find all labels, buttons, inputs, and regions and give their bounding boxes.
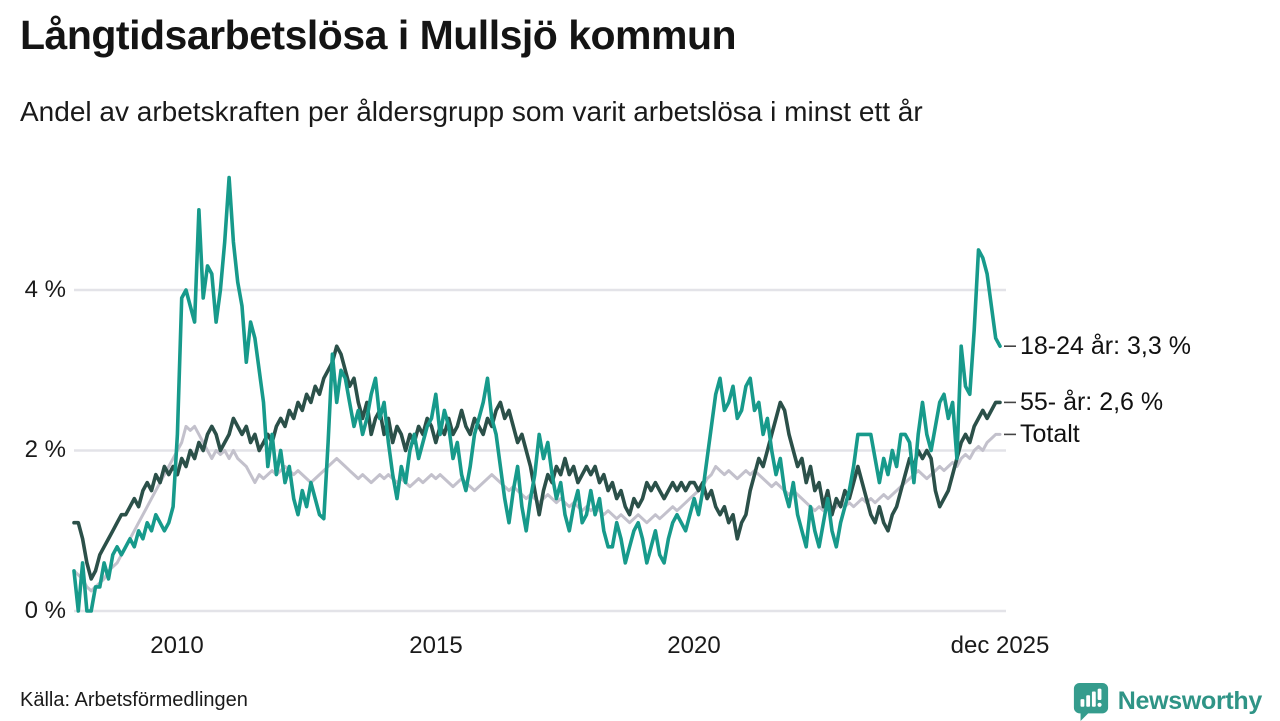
x-axis-tick-2010: 2010 xyxy=(150,632,204,659)
logo-bar-small xyxy=(1080,699,1085,707)
y-axis-tick-4: 4 % xyxy=(24,276,66,303)
source-note: Källa: Arbetsförmedlingen xyxy=(20,689,248,711)
logo-bar-medium xyxy=(1085,695,1090,707)
logo-exclamation-stem xyxy=(1097,688,1102,701)
logo-bar-large xyxy=(1091,691,1096,707)
series-line-totalt xyxy=(72,424,1002,593)
x-axis-tick-2020: 2020 xyxy=(667,632,721,659)
series-end-label-18-24: 18-24 år: 3,3 % xyxy=(1020,332,1191,360)
series-line-55plus xyxy=(72,344,1002,581)
series-end-label-55plus: 55- år: 2,6 % xyxy=(1020,388,1164,416)
logo-exclamation-dot xyxy=(1097,702,1102,707)
newsworthy-logo-text: Newsworthy xyxy=(1117,686,1263,715)
logo-bubble-shape xyxy=(1073,682,1108,721)
newsworthy-logo-icon xyxy=(1073,682,1108,721)
series-end-label-totalt: Totalt xyxy=(1020,420,1080,448)
newsworthy-brand[interactable]: Newsworthy xyxy=(1072,681,1262,721)
chart-title: Långtidsarbetslösa i Mullsjö kommun xyxy=(20,12,737,58)
series-line-18-24 xyxy=(72,175,1002,613)
x-axis-tick-dec-2025: dec 2025 xyxy=(950,632,1050,659)
y-axis-tick-2: 2 % xyxy=(24,436,66,463)
y-axis-tick-0: 0 % xyxy=(24,597,66,624)
chart-subtitle: Andel av arbetskraften per åldersgrupp s… xyxy=(20,96,923,127)
x-axis-tick-2015: 2015 xyxy=(409,632,463,659)
